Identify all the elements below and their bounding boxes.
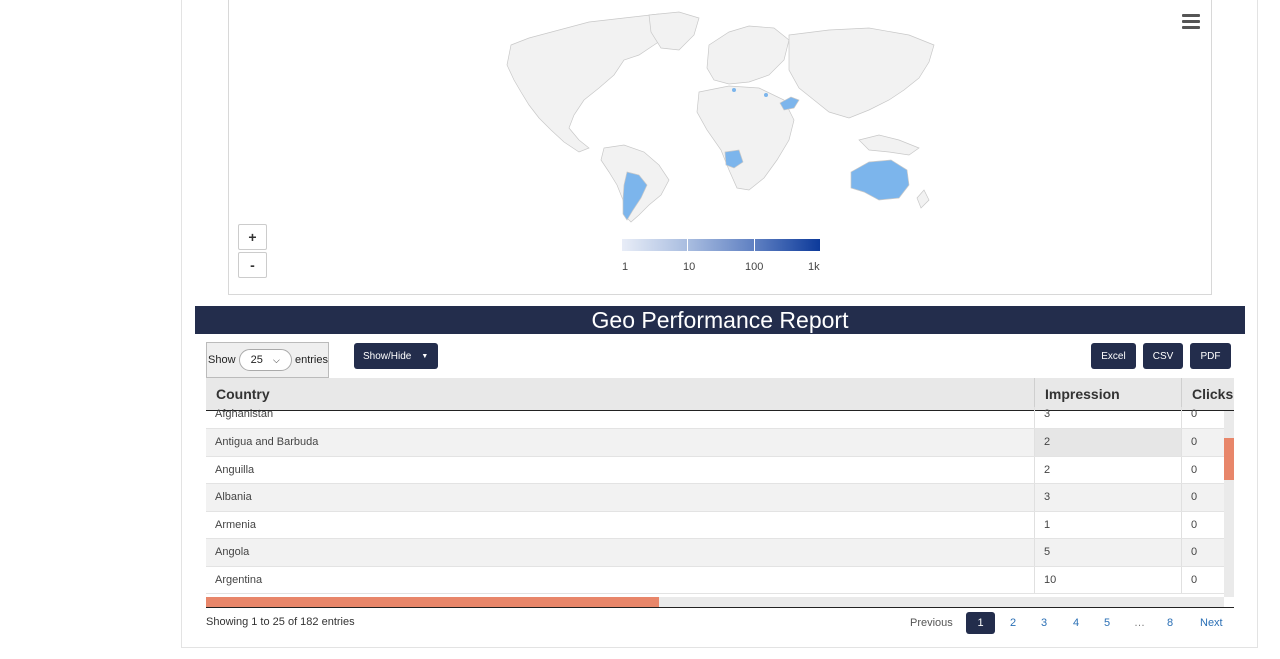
cell-clicks: 0 [1191, 491, 1198, 503]
cell-impression: 2 [1035, 429, 1182, 456]
page-4-button[interactable]: 4 [1073, 612, 1079, 634]
page-8-button[interactable]: 8 [1167, 612, 1173, 634]
page-8-label: 8 [1167, 617, 1174, 629]
next-button[interactable]: Next [1200, 612, 1223, 634]
report-title: Geo Performance Report [195, 306, 1245, 334]
region-new-zealand [916, 189, 930, 209]
cell-clicks: 0 [1191, 408, 1198, 420]
page-5-button[interactable]: 5 [1104, 612, 1110, 634]
vertical-scrollbar[interactable] [1224, 411, 1234, 597]
cell-clicks: 0 [1191, 518, 1198, 531]
previous-label: Previous [910, 617, 953, 629]
legend-label-10: 10 [683, 261, 696, 273]
cell-clicks: 0 [1191, 463, 1198, 476]
world-map[interactable]: + - 1 10 100 1k [228, 0, 1212, 295]
show-label: Show [208, 354, 236, 366]
next-label: Next [1200, 617, 1223, 629]
legend-band-3 [754, 239, 820, 251]
cell-country: Angola [206, 539, 1035, 566]
cell-country: Argentina [206, 566, 1035, 593]
page-1-button[interactable]: 1 [966, 612, 995, 634]
horizontal-scroll-thumb[interactable] [206, 597, 659, 607]
cell-clicks: 0 [1191, 546, 1198, 558]
ellipsis-label: … [1134, 617, 1145, 629]
page-3-button[interactable]: 3 [1041, 612, 1047, 634]
entries-label: entries [294, 354, 328, 366]
table-body: Afghanistan 3 0 Antigua and Barbuda 2 0 … [206, 407, 1224, 594]
legend-label-100: 100 [745, 261, 764, 273]
page-2-button[interactable]: 2 [1010, 612, 1016, 634]
legend-band-2 [688, 239, 755, 251]
entries-length-control: Show 25 ⌵ entries [206, 342, 329, 378]
table-row[interactable]: Afghanistan 3 0 [206, 407, 1224, 429]
content-frame [181, 0, 1258, 648]
region-asia [788, 27, 935, 119]
caret-down-icon: ▼ [421, 352, 429, 360]
pdf-button[interactable]: PDF [1190, 343, 1231, 369]
entries-value: 25 [250, 354, 263, 366]
table-info: Showing 1 to 25 of 182 entries [206, 616, 355, 628]
zoom-out-button[interactable]: - [238, 252, 267, 278]
region-africa [696, 85, 795, 191]
region-albania [732, 88, 736, 92]
cell-impression: 3 [1035, 484, 1182, 511]
page-4-label: 4 [1073, 617, 1080, 629]
show-hide-label: Show/Hide [363, 350, 412, 362]
csv-button[interactable]: CSV [1143, 343, 1183, 369]
cell-country: Antigua and Barbuda [206, 429, 1035, 456]
zoom-in-button[interactable]: + [238, 224, 267, 250]
region-se-asia [858, 134, 920, 156]
legend-band-1 [622, 239, 689, 251]
region-greenland [648, 11, 700, 51]
cell-impression: 10 [1035, 566, 1182, 593]
table-row[interactable]: Anguilla 2 0 [206, 456, 1224, 484]
horizontal-scrollbar[interactable] [206, 597, 1224, 607]
chevron-down-icon: ⌵ [273, 354, 280, 365]
region-australia [850, 159, 910, 201]
table-row[interactable]: Albania 3 0 [206, 484, 1224, 512]
region-europe [706, 25, 790, 85]
column-header-clicks[interactable]: Clicks [1192, 386, 1234, 402]
page-2-label: 2 [1010, 617, 1017, 629]
vertical-scroll-thumb[interactable] [1224, 438, 1234, 480]
geo-table: Country Impression Clicks Afghanistan 3 … [206, 378, 1234, 608]
page-5-label: 5 [1104, 617, 1111, 629]
region-north-america [506, 13, 680, 153]
table-row[interactable]: Argentina 10 0 [206, 566, 1224, 594]
page-1-label: 1 [966, 612, 995, 634]
column-header-country[interactable]: Country [206, 378, 1035, 411]
region-armenia [764, 93, 768, 97]
map-canvas[interactable] [229, 0, 1213, 295]
entries-select[interactable]: 25 ⌵ [238, 349, 292, 371]
legend-label-1k: 1k [808, 261, 820, 273]
table-header: Country Impression Clicks [206, 378, 1234, 411]
region-afghanistan [779, 96, 800, 111]
cell-impression: 1 [1035, 511, 1182, 538]
table-row[interactable]: Armenia 1 0 [206, 511, 1224, 539]
page-3-label: 3 [1041, 617, 1048, 629]
previous-button[interactable]: Previous [910, 612, 953, 634]
cell-country: Armenia [206, 511, 1035, 538]
legend-label-1: 1 [622, 261, 629, 273]
cell-country: Afghanistan [206, 407, 1035, 428]
cell-country: Albania [206, 484, 1035, 511]
cell-clicks: 0 [1191, 436, 1198, 448]
table-row[interactable]: Angola 5 0 [206, 539, 1224, 567]
region-argentina [622, 171, 648, 221]
cell-impression: 3 [1035, 407, 1182, 428]
table-row[interactable]: Antigua and Barbuda 2 0 [206, 429, 1224, 457]
cell-impression: 5 [1035, 539, 1182, 566]
menu-icon[interactable] [1182, 14, 1200, 30]
region-angola [724, 149, 744, 169]
cell-impression: 2 [1035, 456, 1182, 483]
cell-country: Anguilla [206, 456, 1035, 483]
color-legend [622, 239, 820, 251]
table-footer-divider [206, 607, 1234, 608]
show-hide-button[interactable]: Show/Hide ▼ [354, 343, 438, 369]
excel-button[interactable]: Excel [1091, 343, 1136, 369]
cell-clicks: 0 [1191, 573, 1198, 586]
column-header-impression[interactable]: Impression [1035, 378, 1182, 411]
page-ellipsis: … [1134, 612, 1145, 634]
